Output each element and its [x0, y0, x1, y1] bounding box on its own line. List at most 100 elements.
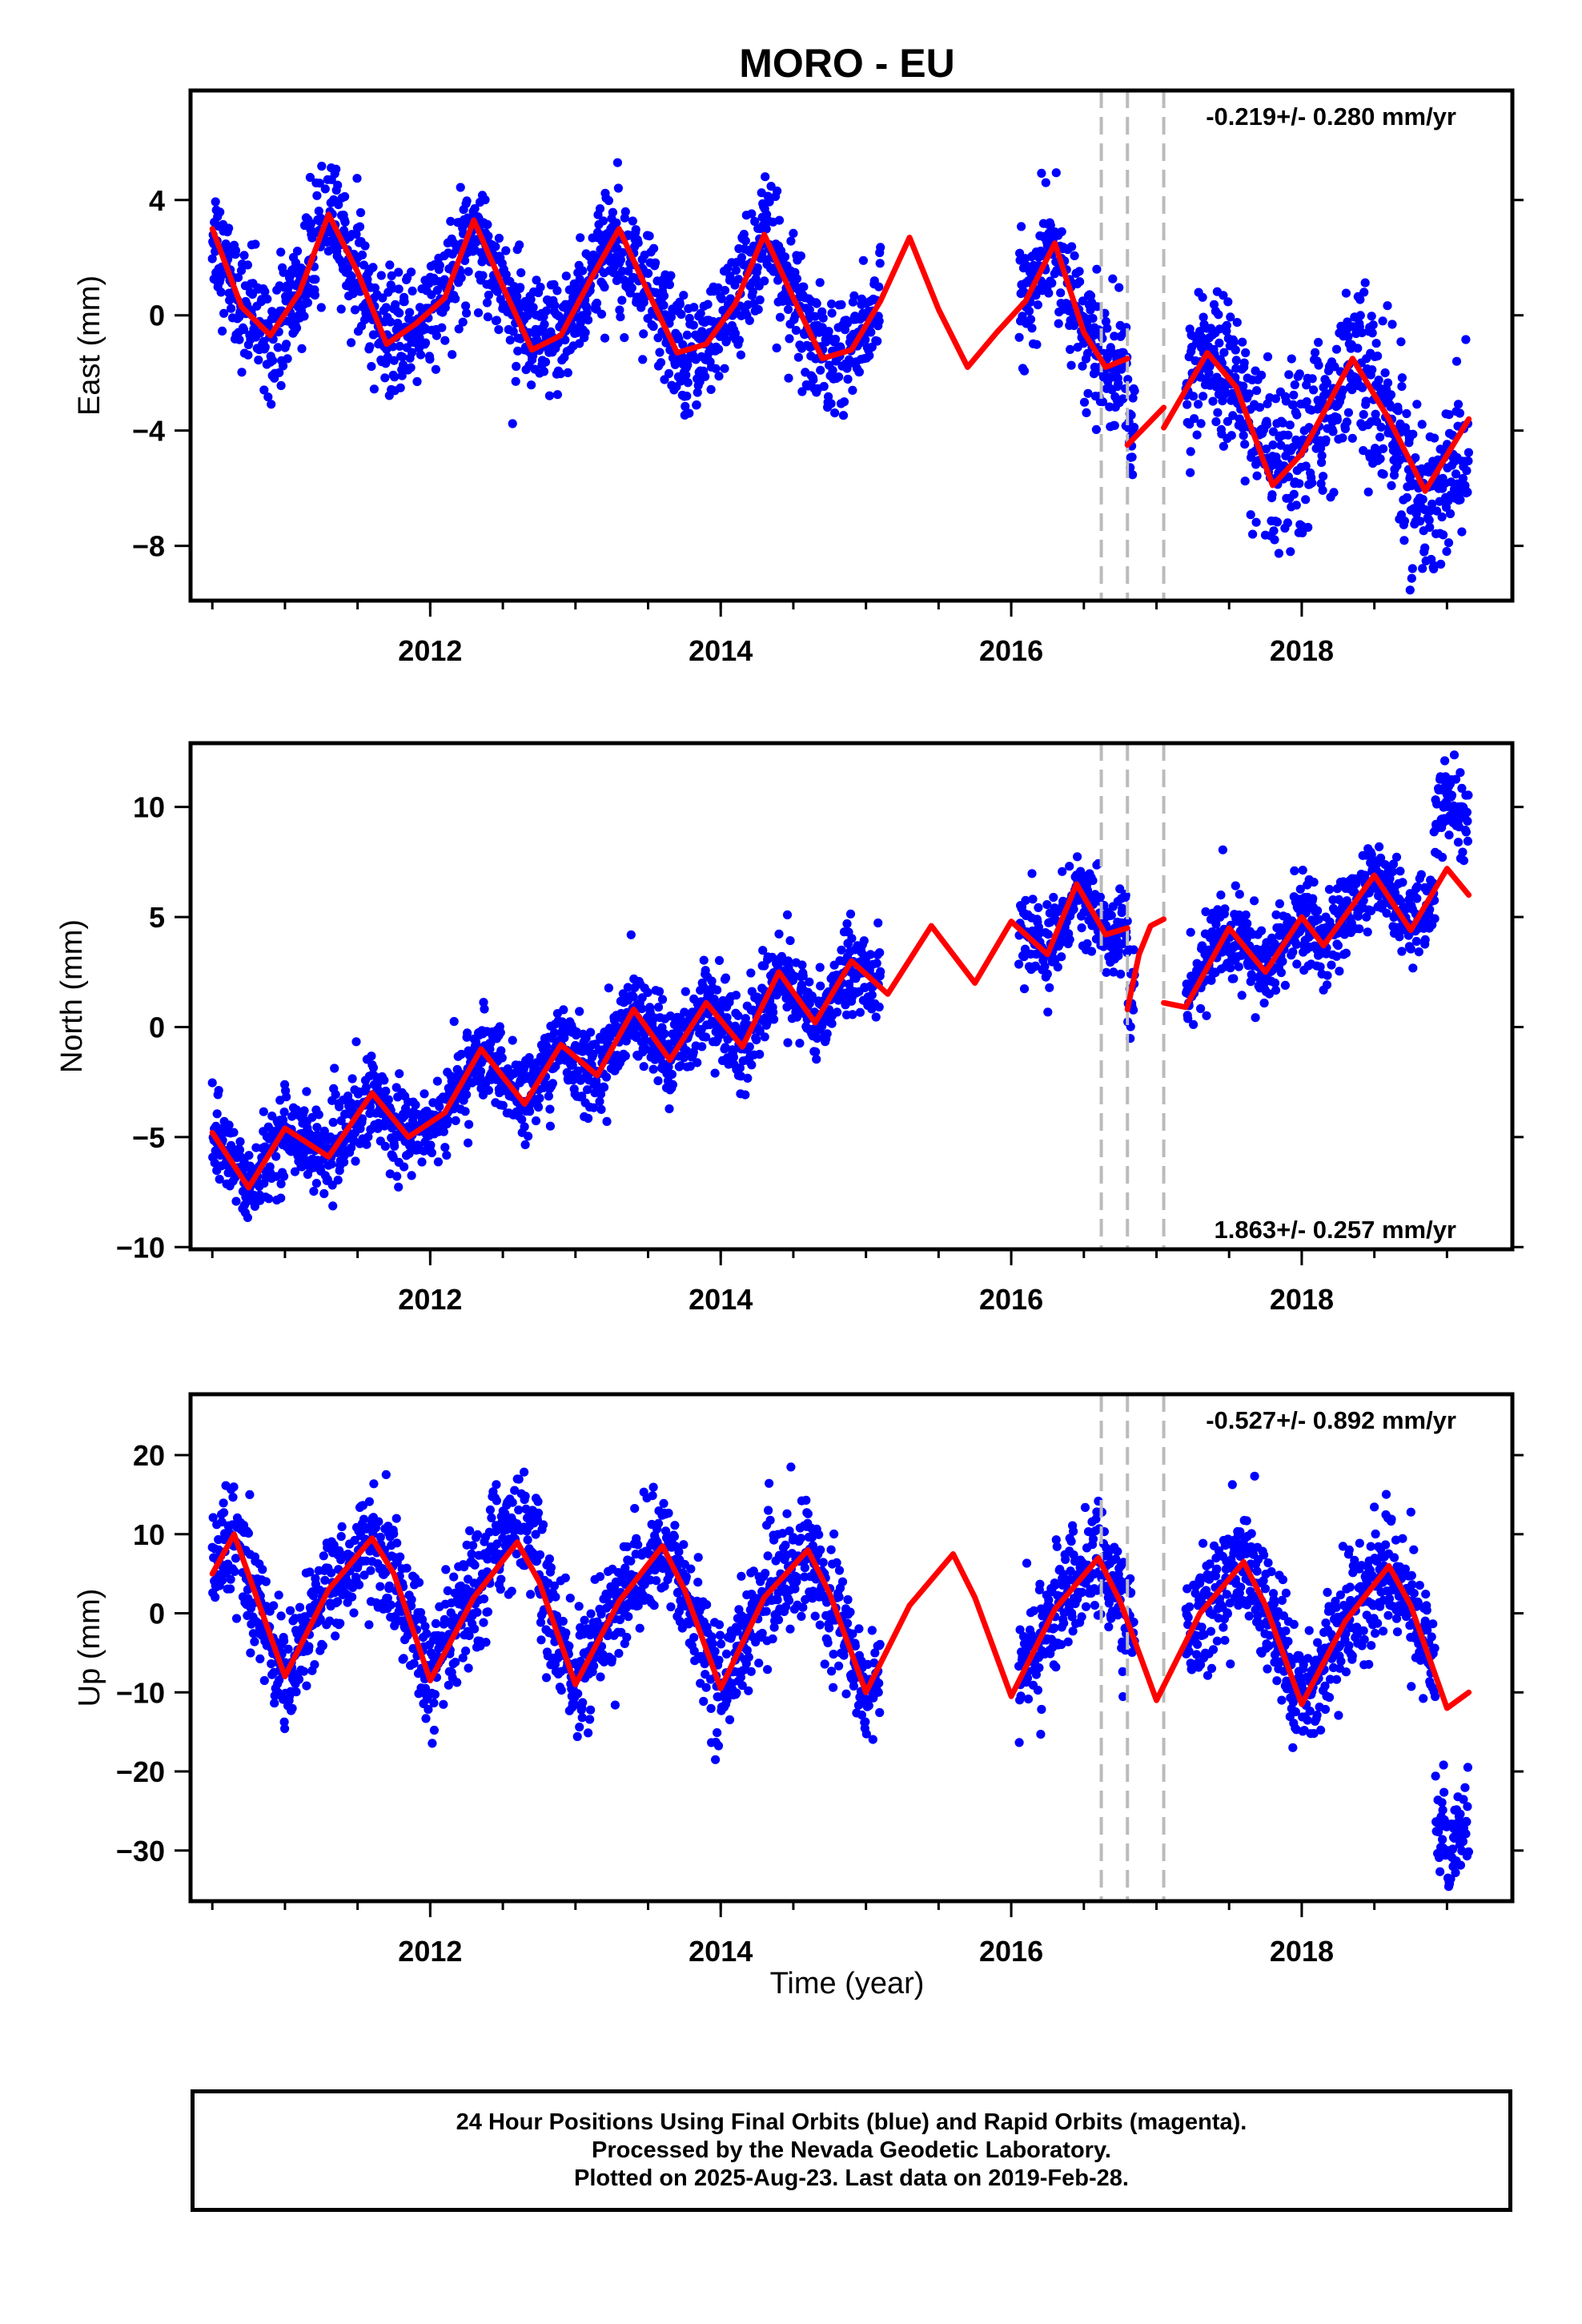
data-point — [1215, 338, 1224, 348]
data-point — [498, 1100, 508, 1110]
data-point — [1295, 884, 1305, 894]
data-point — [644, 268, 653, 278]
data-point — [1040, 962, 1050, 971]
data-point — [1208, 396, 1218, 406]
data-point — [297, 344, 307, 353]
data-point — [1223, 297, 1233, 307]
data-point — [1257, 926, 1267, 935]
data-point — [1086, 291, 1096, 300]
data-point — [748, 287, 757, 296]
data-point — [1102, 967, 1111, 977]
data-point — [1393, 406, 1403, 416]
data-point — [541, 306, 552, 316]
data-point — [1046, 220, 1055, 230]
data-point — [697, 1042, 707, 1051]
data-point — [628, 216, 637, 226]
data-point — [874, 316, 884, 326]
data-point — [1418, 495, 1427, 505]
data-point — [347, 338, 356, 348]
data-point — [655, 348, 665, 357]
data-point — [563, 368, 572, 377]
data-point — [602, 1116, 612, 1126]
model-line — [209, 211, 1130, 370]
data-point — [512, 361, 521, 372]
data-point — [420, 1089, 429, 1099]
data-point — [292, 247, 303, 256]
data-point — [544, 1092, 554, 1101]
y-axis-label: North (mm) — [55, 919, 89, 1073]
data-point — [722, 1013, 732, 1023]
data-point — [525, 1107, 535, 1116]
data-point — [496, 1027, 505, 1037]
data-point — [1316, 444, 1326, 453]
data-point — [1385, 874, 1395, 883]
x-tick-label: 2016 — [979, 634, 1043, 667]
data-point — [464, 267, 473, 276]
data-point — [396, 383, 405, 392]
data-point — [697, 327, 707, 336]
data-point — [1045, 983, 1054, 992]
data-point — [1109, 967, 1118, 977]
data-point — [626, 930, 636, 939]
y-tick-label: −10 — [116, 1231, 165, 1264]
data-point — [1367, 906, 1376, 915]
data-point — [1313, 906, 1323, 915]
data-point — [263, 392, 273, 402]
data-point — [745, 316, 754, 325]
data-point — [210, 1158, 219, 1168]
data-point — [692, 400, 701, 410]
data-point — [1355, 295, 1365, 304]
data-point — [464, 1120, 474, 1129]
data-point — [576, 1076, 585, 1085]
data-point — [1196, 419, 1206, 428]
data-point — [596, 1104, 606, 1114]
data-point — [330, 1063, 339, 1073]
data-point — [1248, 972, 1258, 982]
data-point — [1359, 287, 1369, 297]
data-point — [433, 1157, 444, 1167]
plot-frame — [188, 741, 1515, 1252]
data-point — [1114, 283, 1124, 292]
data-point — [1436, 559, 1446, 569]
data-point — [259, 1675, 269, 1686]
model-line — [1124, 916, 1167, 1012]
data-point — [1432, 799, 1442, 809]
data-point — [228, 1493, 238, 1502]
data-point — [666, 271, 676, 280]
data-point — [273, 343, 283, 352]
data-point — [1376, 422, 1386, 432]
data-point — [512, 292, 522, 301]
data-point — [302, 1087, 311, 1096]
data-point — [1058, 866, 1067, 876]
data-point — [389, 356, 399, 365]
data-point — [1375, 454, 1385, 464]
data-point — [1240, 476, 1250, 486]
data-point — [440, 1143, 450, 1152]
data-point — [653, 1076, 663, 1086]
data-point — [245, 1490, 255, 1499]
data-point — [816, 981, 825, 991]
data-point — [1086, 305, 1095, 315]
data-point — [1329, 488, 1339, 497]
data-point — [828, 365, 837, 376]
data-point — [1095, 892, 1105, 902]
data-point — [826, 399, 836, 408]
data-point — [1343, 408, 1353, 417]
data-point — [1338, 433, 1347, 443]
data-point — [824, 392, 833, 401]
data-point — [1083, 388, 1093, 398]
data-point — [1110, 420, 1119, 430]
data-point — [1411, 936, 1421, 947]
data-point — [598, 216, 608, 226]
data-point — [1426, 506, 1435, 516]
data-point — [1202, 1011, 1211, 1020]
data-point — [1412, 894, 1422, 903]
data-point — [760, 276, 769, 286]
data-points-north — [207, 750, 1473, 1222]
data-point — [660, 1029, 669, 1039]
data-point — [721, 1043, 730, 1052]
data-point — [303, 298, 312, 308]
data-point — [1430, 433, 1439, 443]
data-point — [1362, 912, 1371, 922]
